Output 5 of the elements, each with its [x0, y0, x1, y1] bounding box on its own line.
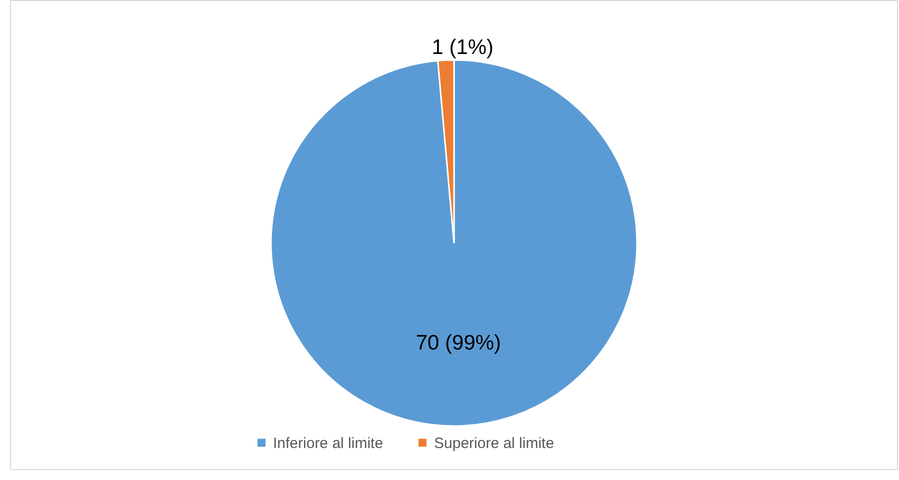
data-label: 70 (99%): [416, 332, 502, 355]
legend-label: Inferiore al limite: [273, 434, 384, 452]
legend-label: Superiore al limite: [434, 434, 554, 452]
pie-slice: [270, 59, 638, 427]
data-label: 1 (1%): [432, 36, 494, 60]
